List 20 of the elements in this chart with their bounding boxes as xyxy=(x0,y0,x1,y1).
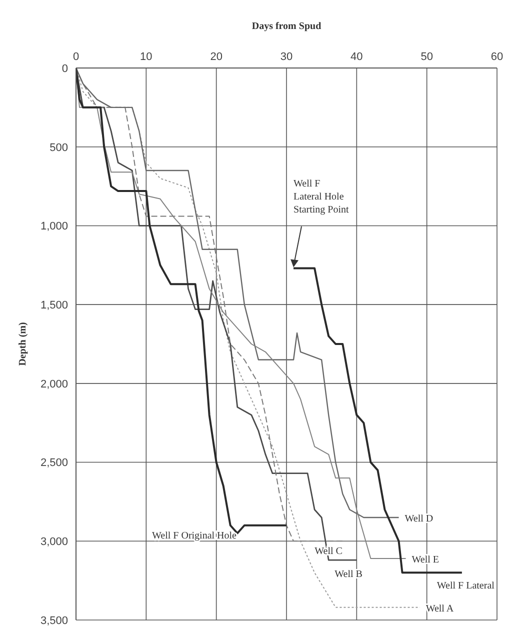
series-label: Well F Lateral xyxy=(436,580,495,592)
y-tick-label: 2,000 xyxy=(40,378,68,390)
y-tick-label: 3,000 xyxy=(40,536,68,548)
y-tick-label: 500 xyxy=(50,142,68,154)
x-tick-label: 50 xyxy=(420,51,433,63)
series-label: Well F Original Hole xyxy=(152,530,238,542)
x-tick-label: 20 xyxy=(210,51,222,63)
y-axis-title: Depth (m) xyxy=(18,322,29,366)
y-tick-label: 0 xyxy=(62,62,68,75)
x-tick-label: 30 xyxy=(280,51,293,63)
y-tick-label: 1,000 xyxy=(40,220,68,233)
annotation: Well F Lateral Hole Starting Point xyxy=(294,178,350,216)
y-tick-label: 3,500 xyxy=(40,614,68,627)
x-tick-label: 40 xyxy=(350,51,363,63)
y-tick-label: 1,500 xyxy=(40,299,68,312)
x-tick-label: 60 xyxy=(490,51,504,63)
x-tick-label: 10 xyxy=(140,51,152,63)
y-tick-label: 2,500 xyxy=(40,457,68,470)
x-axis-title: Days from Spud xyxy=(252,21,322,32)
x-tick-label: 0 xyxy=(72,51,80,63)
